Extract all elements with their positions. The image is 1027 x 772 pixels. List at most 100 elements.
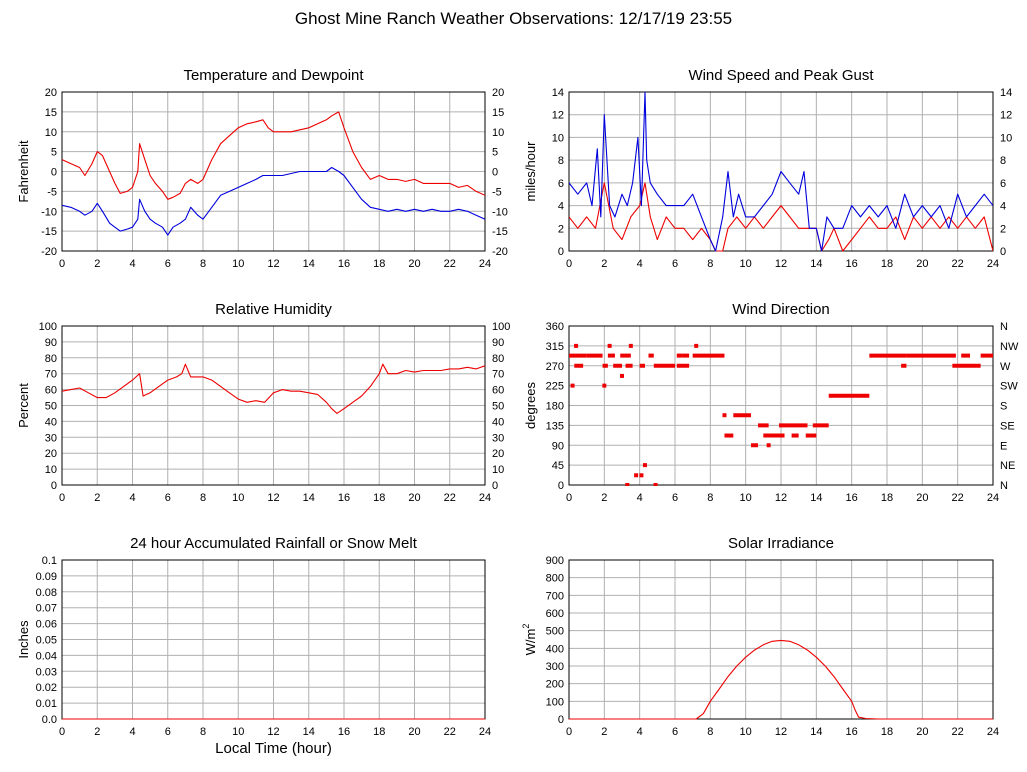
series-line-red: [569, 182, 993, 252]
plot-frame: [61, 325, 486, 486]
direction-point: [766, 443, 771, 448]
y-tick-label: 70: [45, 369, 57, 381]
x-tick-label: 6: [165, 258, 171, 270]
plot-frame: [568, 91, 994, 252]
y-tick-label: 14: [552, 87, 564, 99]
series-line-blue: [569, 91, 993, 252]
direction-point: [602, 383, 607, 388]
y-axis-label: Fahrenheit: [16, 140, 31, 203]
direction-point: [628, 343, 633, 348]
chart-title: Relative Humidity: [215, 301, 332, 318]
y-axis-label: W/m2: [521, 624, 538, 656]
y-axis-label: Percent: [16, 383, 31, 428]
series-line-red: [62, 111, 485, 200]
right-tick-label: E: [1000, 440, 1007, 452]
plot-area: [569, 343, 993, 486]
y-tick-label: 300: [546, 661, 564, 673]
x-tick-label: 20: [408, 492, 420, 504]
x-tick-label: 10: [740, 258, 752, 270]
x-tick-label: 10: [740, 726, 752, 738]
right-tick-label: 8: [1000, 155, 1006, 167]
y-tick-label: 0.0: [42, 714, 57, 726]
right-tick-label: S: [1000, 401, 1007, 413]
x-tick-label: 22: [444, 258, 456, 270]
x-tick-label: 10: [232, 492, 244, 504]
right-tick-label: SW: [1000, 381, 1018, 393]
x-tick-label: 18: [373, 258, 385, 270]
plot-area: [62, 363, 485, 414]
x-tick-label: 6: [672, 258, 678, 270]
right-tick-label: N: [1000, 480, 1008, 492]
x-tick-label: 12: [775, 726, 787, 738]
direction-point: [625, 483, 630, 486]
x-tick-label: 2: [94, 258, 100, 270]
y-tick-label: 10: [552, 132, 564, 144]
plot-area: [62, 111, 485, 236]
right-tick-label: NW: [1000, 341, 1019, 353]
page-title: Ghost Mine Ranch Weather Observations: 1…: [294, 9, 733, 28]
y-tick-label: 0: [51, 480, 57, 492]
y-tick-label: 135: [546, 420, 564, 432]
right-tick-label: 70: [492, 369, 504, 381]
x-tick-label: 0: [59, 258, 65, 270]
plot-frame: [568, 325, 994, 486]
right-tick-label: 90: [492, 337, 504, 349]
x-tick-label: 4: [129, 726, 135, 738]
right-tick-label: 80: [492, 353, 504, 365]
x-tick-label: 6: [672, 726, 678, 738]
x-tick-label: 6: [165, 726, 171, 738]
direction-point: [639, 473, 644, 478]
direction-point: [642, 463, 647, 468]
y-tick-label: 0: [558, 714, 564, 726]
x-tick-label: 16: [338, 492, 350, 504]
direction-point: [634, 473, 639, 478]
y-tick-label: 8: [558, 155, 564, 167]
x-tick-label: 8: [200, 492, 206, 504]
x-tick-label: 24: [987, 726, 999, 738]
right-tick-label: NE: [1000, 460, 1015, 472]
y-tick-label: 40: [45, 416, 57, 428]
y-tick-label: 0.06: [36, 619, 57, 631]
right-tick-label: 0: [492, 167, 498, 179]
x-tick-label: 16: [846, 258, 858, 270]
y-tick-label: 15: [45, 107, 57, 119]
x-tick-label: 0: [566, 492, 572, 504]
x-tick-label: 14: [810, 726, 822, 738]
direction-point: [722, 413, 727, 418]
y-tick-label: 900: [546, 555, 564, 567]
y-tick-label: -5: [47, 186, 57, 198]
x-tick-label: 12: [267, 258, 279, 270]
series-line-red: [569, 639, 993, 720]
x-tick-label: 8: [200, 258, 206, 270]
y-tick-label: 20: [45, 448, 57, 460]
x-tick-label: 12: [267, 492, 279, 504]
x-tick-label: 8: [707, 492, 713, 504]
right-tick-label: -10: [492, 206, 508, 218]
y-tick-label: 5: [51, 147, 57, 159]
x-tick-label: 14: [303, 258, 315, 270]
plot-area: [569, 639, 993, 720]
right-tick-label: -20: [492, 246, 508, 258]
chart-title: Solar Irradiance: [728, 535, 834, 552]
chart-rain: 24 hour Accumulated Rainfall or Snow Mel…: [16, 535, 491, 757]
right-tick-label: 15: [492, 107, 504, 119]
x-tick-label: 24: [479, 492, 491, 504]
y-axis-label: Inches: [16, 620, 31, 659]
x-tick-label: 8: [707, 726, 713, 738]
series-line-red: [62, 363, 485, 414]
right-tick-label: 100: [492, 321, 510, 333]
x-tick-label: 18: [881, 258, 893, 270]
y-tick-label: -15: [41, 226, 57, 238]
plot-frame: [61, 91, 486, 252]
x-tick-label: 2: [601, 258, 607, 270]
chart-title: Wind Speed and Peak Gust: [688, 67, 874, 84]
y-tick-label: 0: [558, 480, 564, 492]
x-axis-label: Local Time (hour): [215, 740, 332, 757]
y-tick-label: 10: [45, 464, 57, 476]
y-tick-label: 225: [546, 381, 564, 393]
x-tick-label: 4: [637, 258, 643, 270]
